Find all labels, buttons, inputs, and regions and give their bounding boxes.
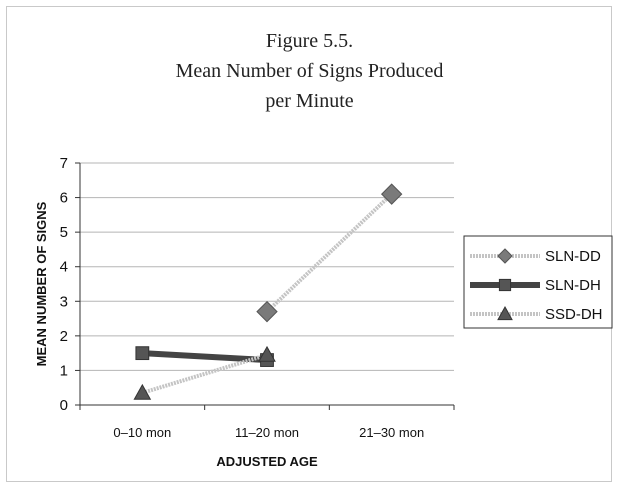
series-line-sln-dh bbox=[142, 350, 268, 364]
series-lines bbox=[141, 192, 394, 395]
data-point-sln-dh bbox=[135, 346, 150, 361]
y-axis-title: MEAN NUMBER OF SIGNS bbox=[34, 201, 49, 366]
x-tick-label: 0–10 mon bbox=[113, 425, 171, 440]
y-tick-label: 3 bbox=[60, 293, 68, 310]
y-tick-label: 4 bbox=[60, 259, 68, 276]
y-tick-label: 6 bbox=[60, 190, 68, 207]
chart-title-line-2: Mean Number of Signs Produced bbox=[175, 60, 444, 82]
x-tick-label: 21–30 mon bbox=[359, 425, 424, 440]
data-point-sln-dd bbox=[256, 300, 278, 323]
y-tick-label: 5 bbox=[60, 224, 68, 241]
legend-label: SSD-DH bbox=[545, 306, 603, 323]
axes bbox=[79, 163, 454, 406]
data-point-sln-dd bbox=[380, 183, 403, 205]
gridlines bbox=[80, 162, 454, 371]
legend-marker-sln-dd bbox=[497, 248, 513, 264]
chart-title-line-3: per Minute bbox=[265, 90, 354, 112]
x-axis-title: ADJUSTED AGE bbox=[216, 454, 318, 469]
legend: SLN-DD SLN-DH SSD-DH bbox=[463, 235, 613, 329]
axis-ticks: 0 1 2 3 4 5 6 7 0–10 mon 11–20 mon 21–30 mon bbox=[60, 155, 455, 440]
series-line-ssd-dh bbox=[141, 352, 268, 395]
data-point-ssd-dh bbox=[133, 383, 152, 400]
legend-marker-ssd-dh bbox=[497, 305, 513, 321]
y-tick-label: 0 bbox=[60, 397, 68, 414]
legend-label: SLN-DD bbox=[545, 248, 601, 265]
series-markers bbox=[133, 183, 403, 400]
y-tick-label: 2 bbox=[60, 328, 68, 345]
chart-title-line-1: Figure 5.5. bbox=[265, 30, 354, 52]
series-line-sln-dd bbox=[265, 192, 394, 314]
y-tick-label: 1 bbox=[60, 362, 68, 379]
data-point-ssd-dh bbox=[258, 345, 276, 362]
legend-marker-sln-dh bbox=[498, 278, 512, 292]
legend-label: SLN-DH bbox=[545, 277, 601, 294]
x-tick-label: 11–20 mon bbox=[235, 425, 299, 440]
y-tick-label: 7 bbox=[60, 155, 68, 172]
